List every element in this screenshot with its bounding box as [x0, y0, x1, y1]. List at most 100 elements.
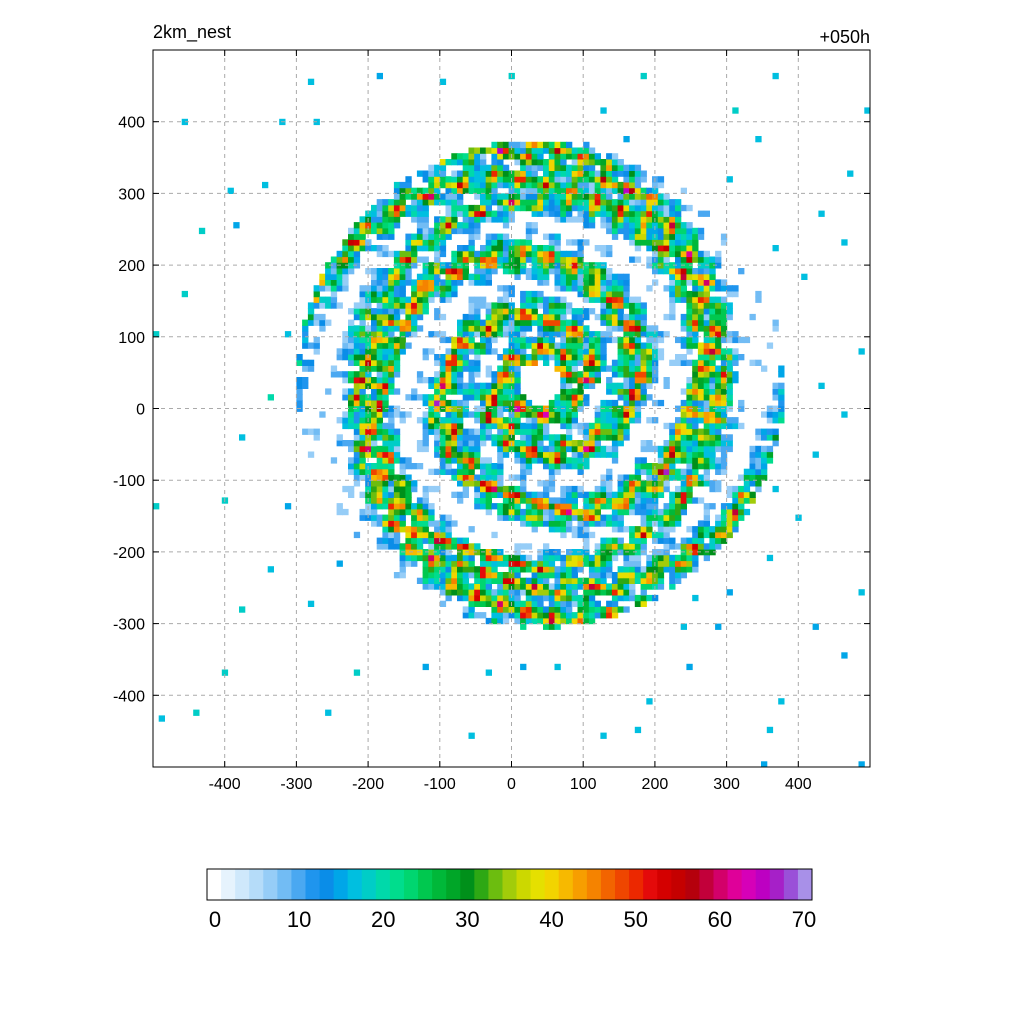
field-cell — [348, 491, 355, 498]
field-cell — [376, 434, 383, 441]
field-cell — [353, 256, 361, 263]
field-cell — [508, 491, 515, 498]
field-cell — [703, 434, 710, 441]
field-cell — [543, 514, 550, 521]
field-cell — [657, 331, 665, 338]
field-cell — [348, 268, 355, 275]
field-cell — [439, 354, 447, 361]
field-cell — [393, 325, 401, 332]
field-cell — [405, 233, 412, 240]
field-cell — [537, 290, 544, 298]
field-cell — [623, 193, 630, 200]
field-cell — [330, 290, 338, 298]
field-cell — [474, 503, 481, 510]
field-cell — [462, 348, 469, 355]
field-cell — [491, 164, 498, 171]
field-cell — [675, 336, 682, 344]
field-cell — [497, 204, 504, 212]
field-cell — [365, 365, 372, 372]
field-cell — [686, 273, 693, 280]
field-cell — [680, 388, 687, 395]
field-cell — [497, 313, 504, 321]
field-cell — [697, 377, 705, 384]
field-cell — [353, 371, 361, 378]
field-cell — [353, 313, 361, 321]
field-cell — [359, 342, 366, 349]
field-cell — [508, 371, 515, 378]
field-cell — [485, 193, 492, 200]
field-cell — [508, 147, 515, 154]
field-cell — [457, 187, 464, 194]
field-cell — [393, 503, 401, 510]
field-cell — [359, 365, 366, 372]
field-cell — [531, 422, 538, 430]
field-cell — [388, 365, 395, 372]
field-cell — [646, 474, 653, 481]
field-cell — [543, 331, 550, 338]
field-cell — [514, 405, 521, 412]
field-cell — [434, 193, 441, 200]
field-cell — [359, 348, 366, 355]
field-cell — [497, 308, 504, 315]
field-cell — [474, 463, 481, 470]
field-cell — [583, 606, 590, 613]
field-cell — [617, 296, 624, 303]
field-cell — [474, 434, 481, 441]
field-cell — [663, 560, 670, 567]
field-cell — [640, 537, 647, 544]
field-cell — [508, 606, 515, 613]
field-cell — [371, 210, 378, 217]
field-cell — [588, 308, 596, 315]
field-cell — [514, 566, 521, 573]
field-cell — [439, 359, 447, 366]
field-cell — [548, 331, 556, 338]
field-cell — [376, 72, 383, 80]
field-cell — [480, 250, 487, 258]
field-cell — [399, 250, 406, 258]
field-cell — [554, 612, 561, 619]
field-cell — [531, 290, 538, 298]
field-cell — [468, 365, 475, 372]
field-cell — [468, 296, 475, 303]
field-cell — [491, 411, 498, 418]
field-cell — [382, 308, 389, 315]
field-cell — [445, 445, 452, 453]
field-cell — [692, 365, 699, 372]
field-cell — [422, 199, 429, 206]
field-cell — [411, 210, 418, 217]
field-cell — [646, 377, 653, 384]
field-cell — [738, 485, 745, 493]
field-cell — [634, 457, 642, 464]
field-cell — [525, 181, 533, 189]
field-cell — [514, 159, 521, 166]
field-cell — [554, 141, 561, 149]
field-cell — [566, 422, 573, 430]
field-cell — [531, 308, 538, 315]
field-cell — [686, 566, 693, 573]
field-cell — [388, 417, 395, 424]
field-cell — [405, 543, 412, 550]
field-cell — [422, 176, 429, 183]
field-cell — [640, 359, 647, 366]
field-cell — [359, 245, 366, 252]
field-cell — [525, 577, 533, 584]
field-cell — [399, 325, 406, 332]
field-cell — [468, 554, 475, 562]
field-cell — [537, 434, 544, 441]
field-cell — [611, 279, 619, 286]
field-cell — [720, 422, 728, 430]
field-cell — [439, 468, 447, 475]
field-cell — [376, 319, 383, 326]
field-cell — [669, 313, 676, 321]
field-cell — [634, 336, 642, 344]
field-cell — [428, 273, 435, 280]
field-cell — [382, 354, 389, 361]
field-cell — [772, 428, 779, 435]
field-cell — [646, 216, 653, 223]
field-cell — [399, 508, 406, 516]
field-cell — [594, 359, 601, 366]
field-cell — [709, 342, 716, 349]
field-cell — [416, 325, 424, 332]
field-cell — [468, 250, 475, 258]
field-cell — [594, 405, 601, 412]
